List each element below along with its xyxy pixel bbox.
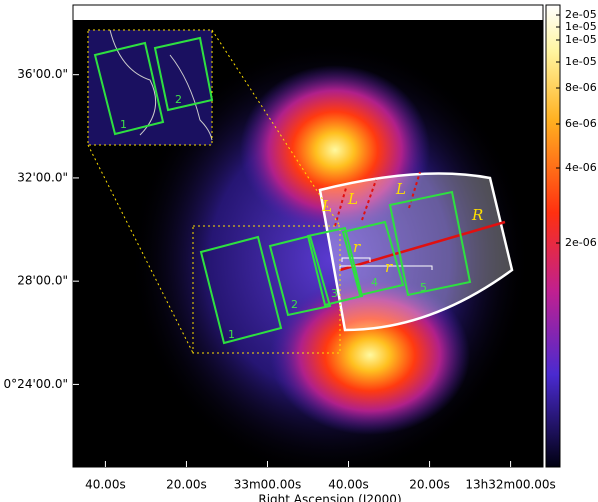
colorbar (545, 4, 561, 468)
colorbar-tick-label: 1e-05 (565, 33, 597, 46)
sky-image (73, 5, 543, 467)
colorbar-tick-label: 1e-05 (565, 20, 597, 33)
colorbar-tick-label: 2e-05 (565, 8, 597, 21)
colorbar-tick-label: 8e-06 (565, 81, 597, 94)
inset-region-label: 2 (175, 93, 182, 106)
x-tick-label: 40.00s (85, 478, 126, 492)
radii-label: r (353, 238, 361, 256)
length-label: L (395, 180, 406, 198)
x-tick-label: 20.00s (409, 478, 450, 492)
x-tick-label: 13h32m00.00s (465, 478, 555, 492)
x-tick-label: 33m00.00s (234, 478, 302, 492)
colorbar-tick-label: 6e-06 (565, 117, 597, 130)
colorbar-tick-label: 4e-06 (565, 161, 597, 174)
radii-label: r (385, 258, 393, 276)
colorbar-tick-label: 1e-05 (565, 55, 597, 68)
region-label: 1 (228, 328, 235, 341)
region-label: 4 (371, 276, 378, 289)
region-label: 5 (420, 281, 427, 294)
radius-label: R (471, 206, 483, 224)
y-tick-label: 32'00.0" (17, 170, 68, 184)
plot-frame (72, 4, 544, 468)
length-label: L (347, 190, 358, 208)
y-tick-label: 36'00.0" (17, 67, 68, 81)
colorbar-tick-label: 2e-06 (565, 236, 597, 249)
y-tick-label: 0°24'00.0" (4, 377, 68, 391)
y-tick-label: 28'00.0" (17, 274, 68, 288)
inset-region-label: 1 (120, 118, 127, 131)
x-tick-label: 40.00s (328, 478, 369, 492)
x-axis-label: Right Ascension (J2000) (258, 493, 401, 502)
region-label: 3 (331, 287, 338, 300)
x-tick-label: 20.00s (166, 478, 207, 492)
region-label: 2 (291, 298, 298, 311)
length-label: L (321, 197, 332, 215)
